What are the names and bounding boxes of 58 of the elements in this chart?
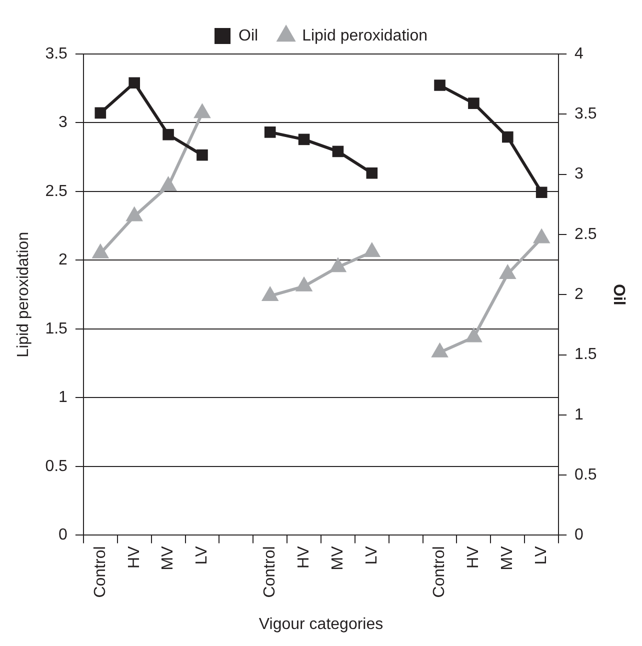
point — [434, 80, 446, 91]
point — [298, 134, 310, 146]
point — [162, 128, 174, 140]
y2-tick-label: 2 — [574, 286, 584, 304]
x-tick-label: MV — [329, 546, 346, 570]
point — [264, 126, 276, 138]
y-tick-label: 0.5 — [45, 458, 68, 475]
y2-tick-label: 3 — [574, 166, 584, 183]
legend-label: Oil — [238, 27, 258, 44]
x-tick-label: HV — [465, 546, 482, 568]
y-tick-label: 1.5 — [45, 320, 68, 338]
x-tick-label: LV — [194, 546, 211, 565]
point — [536, 186, 548, 198]
y-tick-label: 1 — [58, 389, 68, 406]
point — [196, 149, 208, 161]
x-tick-label: LV — [363, 546, 380, 565]
y-tick-label: 2.5 — [45, 182, 68, 200]
x-axis-title: Vigour categories — [258, 616, 384, 633]
y2-tick-label: 4 — [574, 45, 584, 62]
y2-tick-label: 2.5 — [574, 226, 597, 243]
y-tick-label: 3.5 — [45, 45, 68, 62]
x-tick-label: MV — [499, 546, 516, 570]
y2-axis-title: Oil — [610, 284, 627, 306]
x-tick-label: LV — [532, 546, 550, 565]
point — [465, 327, 482, 342]
point — [363, 242, 381, 257]
point — [332, 146, 344, 158]
point — [94, 107, 106, 119]
point — [468, 98, 480, 109]
legend-label: Lipid peroxidation — [302, 27, 428, 44]
point — [366, 167, 378, 179]
point — [194, 103, 211, 118]
point — [261, 286, 279, 301]
point — [502, 131, 514, 143]
x-tick-label: Control — [92, 546, 109, 598]
point — [431, 342, 448, 358]
y2-tick-label: 0 — [574, 526, 584, 544]
point — [92, 243, 110, 258]
x-tick-label: HV — [295, 546, 312, 568]
y2-tick-label: 1.5 — [574, 346, 597, 364]
y-axis-title: Lipid peroxidation — [15, 232, 32, 358]
point — [532, 228, 550, 244]
point — [329, 257, 347, 272]
y-tick-label: 0 — [58, 526, 68, 544]
x-tick-label: MV — [160, 546, 177, 570]
point — [160, 176, 177, 191]
y-tick-label: 2 — [58, 252, 68, 269]
y-tick-label: 3 — [58, 114, 68, 132]
point — [295, 276, 313, 292]
x-tick-label: HV — [126, 546, 143, 568]
y2-tick-label: 3.5 — [574, 106, 597, 123]
x-tick-label: Control — [262, 546, 278, 598]
point — [126, 206, 144, 222]
point — [498, 264, 516, 279]
y2-tick-label: 1 — [574, 406, 584, 424]
point — [128, 77, 140, 89]
y2-tick-label: 0.5 — [574, 466, 597, 484]
x-tick-label: Control — [431, 546, 448, 598]
